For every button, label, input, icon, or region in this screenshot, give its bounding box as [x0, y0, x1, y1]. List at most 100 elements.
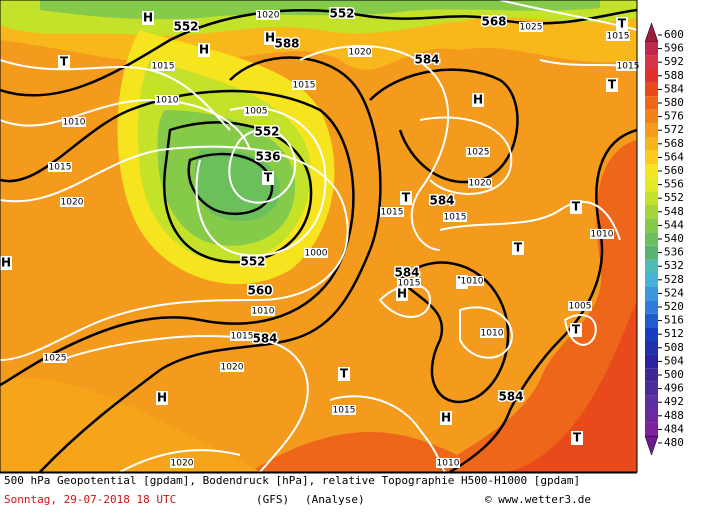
- legend-swatch: [645, 96, 658, 110]
- legend-swatch: [645, 259, 658, 273]
- pressure-center: T: [573, 431, 582, 445]
- label-box: [512, 241, 524, 255]
- legend-label: 488: [664, 409, 684, 422]
- legend-label: 592: [664, 55, 684, 68]
- legend-swatch: [645, 150, 658, 165]
- isobar-label: 1010: [461, 277, 484, 287]
- isobar-label: 1010: [591, 230, 614, 240]
- isobar-label: 1020: [349, 48, 372, 58]
- geopotential-label: 588: [274, 37, 299, 51]
- isobar-label: 1015: [381, 208, 404, 218]
- label-box: [606, 31, 630, 41]
- label-box: [606, 78, 618, 92]
- geopotential-label: 552: [173, 20, 198, 34]
- legend-label: 528: [664, 273, 684, 286]
- legend-swatch: [645, 313, 658, 328]
- pressure-center: T: [608, 78, 617, 92]
- label-box: [220, 362, 244, 372]
- isobar-label: 1015: [444, 213, 467, 223]
- isobar-label: 1015: [398, 279, 421, 289]
- label-box: [155, 95, 179, 105]
- pressure-center: H: [143, 11, 153, 25]
- isobar-label: 1015: [49, 163, 72, 173]
- geopotential-label: 584: [498, 390, 523, 404]
- legend-swatch: [645, 395, 658, 409]
- legend-swatch: [645, 137, 658, 151]
- geopotential-label: 552: [329, 7, 354, 21]
- label-box: [251, 306, 275, 316]
- legend-swatch: [644, 435, 659, 456]
- legend-swatch: [645, 300, 658, 314]
- pressure-center: T: [264, 171, 273, 185]
- pressure-center: H: [265, 31, 275, 45]
- legend-swatch: [645, 218, 658, 233]
- legend-swatch: [644, 22, 659, 43]
- label-box: [0, 256, 12, 270]
- legend-label: 484: [664, 422, 684, 435]
- pressure-center: T: [618, 17, 627, 31]
- legend-swatch: [645, 368, 658, 382]
- legend-label: 504: [664, 354, 684, 367]
- legend-swatch: [645, 381, 658, 396]
- legend-label: 588: [664, 69, 684, 82]
- legend-swatch: [645, 245, 658, 260]
- geopotential-label: 568: [481, 15, 506, 29]
- legend-label: 520: [664, 300, 684, 313]
- footer-run: (Analyse): [305, 493, 365, 506]
- legend-swatch: [645, 69, 658, 83]
- label-box: [338, 367, 350, 381]
- label-box: [396, 287, 408, 301]
- pressure-center: T: [402, 191, 411, 205]
- legend-swatch: [645, 273, 658, 287]
- pressure-center: H: [1, 256, 11, 270]
- pressure-isobars: [0, 0, 637, 472]
- isobar-label: 1005: [569, 302, 592, 312]
- legend-swatch: [645, 191, 658, 205]
- label-box: [380, 207, 404, 217]
- label-box: [468, 178, 492, 188]
- legend-label: 500: [664, 368, 684, 381]
- label-box: [262, 171, 274, 185]
- isobar-label: 1010: [437, 459, 460, 469]
- legend-swatch: [645, 55, 658, 69]
- label-box: [397, 278, 421, 288]
- legend-label: 560: [664, 164, 684, 177]
- legend-label: 516: [664, 314, 684, 327]
- isobar-label: 1000: [305, 249, 328, 259]
- footer-description: 500 hPa Geopotential [gpdam], Bodendruck…: [4, 474, 580, 487]
- isobar-label: 1015: [607, 32, 630, 42]
- legend-swatch: [645, 409, 658, 423]
- isobar-label: 1010: [252, 307, 275, 317]
- legend-label: 596: [664, 42, 684, 55]
- legend-label: 540: [664, 232, 684, 245]
- label-box: [48, 162, 72, 172]
- label-box: [616, 17, 628, 31]
- label-box: [400, 191, 412, 205]
- isobar-label: 1020: [61, 198, 84, 208]
- label-box: [244, 106, 268, 116]
- pressure-center: T: [60, 55, 69, 69]
- isobar-label: 1015: [333, 406, 356, 416]
- isobar-label: 1010: [156, 96, 179, 106]
- legend-label: 524: [664, 286, 684, 299]
- label-box: [170, 458, 194, 468]
- geopotential-label: 584: [414, 53, 439, 67]
- isobar-label: 1025: [467, 148, 490, 158]
- legend: 6005965925885845805765725685645605565525…: [644, 22, 684, 456]
- legend-label: 480: [664, 436, 684, 449]
- legend-label: 568: [664, 137, 684, 150]
- pressure-center: H: [157, 391, 167, 405]
- label-box: [230, 331, 254, 341]
- legend-label: 552: [664, 191, 684, 204]
- isobar-label: 1020: [469, 179, 492, 189]
- map-field: [0, 0, 637, 472]
- legend-label: 496: [664, 382, 684, 395]
- geopotential-label: 584: [394, 266, 419, 280]
- legend-swatch: [645, 123, 658, 137]
- geopotential-label: 552: [240, 255, 265, 269]
- label-box: [348, 47, 372, 57]
- geopotential-label: 584: [252, 332, 277, 346]
- legend-swatch: [645, 82, 658, 97]
